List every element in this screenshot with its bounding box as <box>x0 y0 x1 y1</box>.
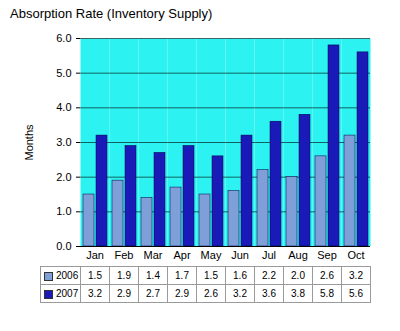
html-text:Absorption Rate (Inventory Sup: Absorption Rate (Inventory Supply) <box>10 6 213 21</box>
svg-text:Aug: Aug <box>288 249 308 261</box>
html-text:1.4: 1.4 <box>146 270 160 281</box>
html-text:2006: 2006 <box>56 270 79 281</box>
svg-text:Jun: Jun <box>231 249 249 261</box>
html-text:2.0: 2.0 <box>291 270 305 281</box>
svg-text:Mar: Mar <box>144 249 163 261</box>
html-text:1.6: 1.6 <box>233 270 247 281</box>
html-text:2.9: 2.9 <box>175 288 189 299</box>
html-text:1.5: 1.5 <box>88 270 102 281</box>
svg-text:3.0: 3.0 <box>56 136 71 148</box>
svg-text:2.0: 2.0 <box>56 171 71 183</box>
html-text:2.7: 2.7 <box>146 288 160 299</box>
svg-text:Jan: Jan <box>86 249 104 261</box>
svg-text:Months: Months <box>23 124 35 161</box>
html-text:2007: 2007 <box>56 288 79 299</box>
svg-text:Jul: Jul <box>262 249 276 261</box>
html-text:2.6: 2.6 <box>204 288 218 299</box>
html-text:3.2: 3.2 <box>349 270 363 281</box>
svg-text:5.0: 5.0 <box>56 67 71 79</box>
svg-text:May: May <box>201 249 222 261</box>
svg-text:1.0: 1.0 <box>56 205 71 217</box>
html-text:1.5: 1.5 <box>204 270 218 281</box>
html-text:2.6: 2.6 <box>320 270 334 281</box>
html-text:3.6: 3.6 <box>262 288 276 299</box>
html-text:1.9: 1.9 <box>117 270 131 281</box>
html-text:5.6: 5.6 <box>349 288 363 299</box>
svg-text:Apr: Apr <box>173 249 190 261</box>
html-text:1.7: 1.7 <box>175 270 189 281</box>
html-text:5.8: 5.8 <box>320 288 334 299</box>
html-text:3.2: 3.2 <box>233 288 247 299</box>
html-text:2.9: 2.9 <box>117 288 131 299</box>
svg-text:6.0: 6.0 <box>56 32 71 44</box>
svg-text:Oct: Oct <box>347 249 364 261</box>
svg-text:0.0: 0.0 <box>56 240 71 252</box>
svg-text:Feb: Feb <box>115 249 134 261</box>
svg-text:4.0: 4.0 <box>56 101 71 113</box>
svg-text:Sep: Sep <box>317 249 337 261</box>
html-text:3.2: 3.2 <box>88 288 102 299</box>
html-text:3.8: 3.8 <box>291 288 305 299</box>
html-text:2.2: 2.2 <box>262 270 276 281</box>
